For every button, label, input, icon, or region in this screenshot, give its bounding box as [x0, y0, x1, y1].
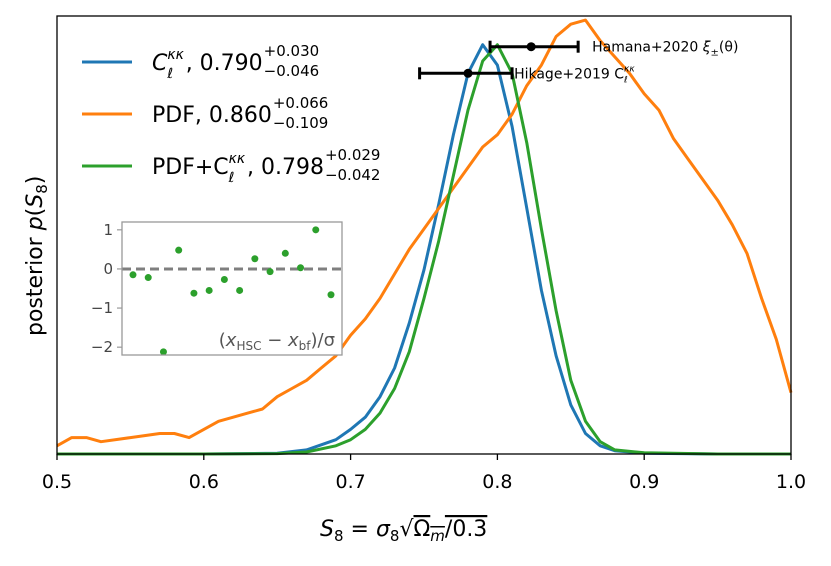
inset-point-9 [266, 268, 274, 276]
legend-upper-error-1: +0.066 [273, 94, 329, 112]
legend-lower-error-0: −0.046 [264, 62, 320, 80]
inset-point-12 [312, 226, 320, 234]
inset-point-10 [281, 249, 289, 257]
inset-point-5 [205, 286, 213, 294]
x-tick-label: 1.0 [776, 471, 806, 493]
x-tick-label: 0.8 [482, 471, 512, 493]
inset-point-4 [190, 289, 198, 297]
inset-point-11 [297, 264, 305, 272]
inset-content: 1 0 −1 −2 (xHSC − xbf)/σ [91, 221, 342, 356]
legend-label-2: PDF+Cκκ ℓ, 0.798 [152, 151, 324, 186]
legend-lower-error-2: −0.042 [325, 166, 381, 184]
x-tick-label: 0.5 [42, 471, 72, 493]
inset-y-tick-label: 1 [103, 221, 113, 239]
legend-label-0: Cκκ ℓ, 0.790 [152, 47, 263, 82]
inset-y-tick-label: −2 [91, 338, 113, 356]
inset-point-7 [236, 286, 244, 294]
legend-label-1: PDF, 0.860 [152, 103, 272, 128]
ref-point-1 [463, 68, 473, 78]
residual-inset: 1 0 −1 −2 (xHSC − xbf)/σ [91, 221, 343, 356]
series-line-1 [56, 18, 793, 448]
inset-point-13 [327, 291, 335, 299]
ref-point-0 [526, 42, 536, 52]
inset-background [122, 222, 342, 355]
inset-point-1 [144, 274, 152, 282]
inset-point-8 [251, 255, 259, 263]
legend-upper-error-0: +0.030 [264, 42, 320, 60]
y-axis-title: posterior p(S8) [23, 176, 51, 336]
x-axis-title: S8 = σ8√Ωm/0.3 [320, 517, 487, 545]
series-line-2 [57, 43, 791, 456]
inset-point-3 [175, 246, 183, 254]
legend-lower-error-1: −0.109 [273, 114, 329, 132]
ref-label-1: Hikage+2019 Cκκ ℓ [514, 64, 635, 85]
x-tick-label: 0.6 [189, 471, 219, 493]
ref-label-0: Hamana+2020 ξ±(θ) [592, 40, 738, 59]
inset-point-0 [129, 271, 137, 279]
inset-y-tick-label: −1 [91, 299, 113, 317]
x-tick-label: 0.9 [629, 471, 659, 493]
external-constraints: Hamana+2020 ξ±(θ) Hikage+2019 Cκκ ℓ [418, 40, 738, 85]
legend: Cκκ ℓ, 0.790 +0.030 −0.046 PDF, 0.860 +0.066 −… [82, 42, 380, 186]
x-axis: 0.5 0.6 0.7 0.8 0.9 1.0 [42, 454, 806, 493]
inset-point-2 [159, 348, 167, 356]
inset-frame [121, 221, 343, 356]
inset-axis-label: (xHSC − xbf)/σ [219, 330, 335, 353]
legend-upper-error-2: +0.029 [325, 146, 381, 164]
inset-point-6 [220, 276, 228, 284]
axes-frame [56, 15, 792, 455]
inset-y-tick-label: 0 [103, 260, 113, 278]
x-tick-label: 0.7 [335, 471, 365, 493]
